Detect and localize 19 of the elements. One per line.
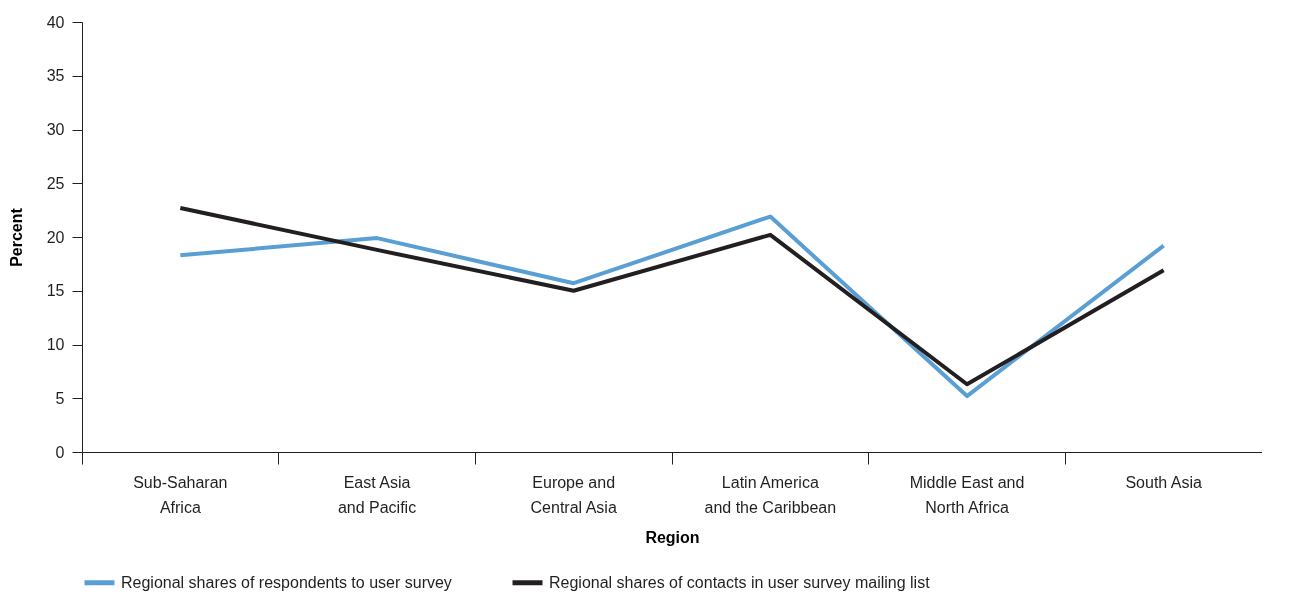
y-tick-label: 5 [55,389,65,407]
x-tick-label: Sub-Saharan Africa [133,473,228,516]
y-tick-label: 25 [46,174,65,192]
y-tick-label: 15 [46,282,65,300]
y-tick-label: 10 [46,336,65,353]
legend-label: Regional shares of contacts in user survey mailing list [549,573,931,591]
x-tick-label: East Asia and Pacific [337,473,417,516]
y-tick-label: 20 [46,228,65,246]
legend-label: Regional shares of respondents to user survey [121,573,452,591]
x-tick-label: South Asia [1125,473,1203,491]
y-tick-label: 30 [46,121,65,138]
y-tick-label: 35 [46,67,65,85]
x-tick-label: Latin America and the Caribbean [704,473,837,516]
x-axis-title: Region [645,528,700,546]
y-axis-title: Percent [7,207,25,267]
x-tick-label: Middle East and North Africa [909,473,1025,516]
y-tick-label: 40 [46,13,65,31]
x-tick-label: Europe and Central Asia [530,473,617,516]
y-tick-label: 0 [55,443,65,461]
